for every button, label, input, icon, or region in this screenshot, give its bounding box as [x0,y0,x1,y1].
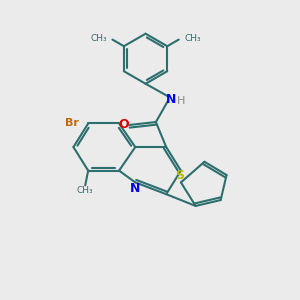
Text: H: H [177,96,185,106]
Text: N: N [130,182,140,195]
Text: S: S [175,169,184,182]
Text: O: O [119,118,129,131]
Text: Br: Br [65,118,79,128]
Text: CH₃: CH₃ [91,34,107,43]
Text: CH₃: CH₃ [77,186,94,195]
Text: N: N [166,93,177,106]
Text: CH₃: CH₃ [184,34,201,43]
